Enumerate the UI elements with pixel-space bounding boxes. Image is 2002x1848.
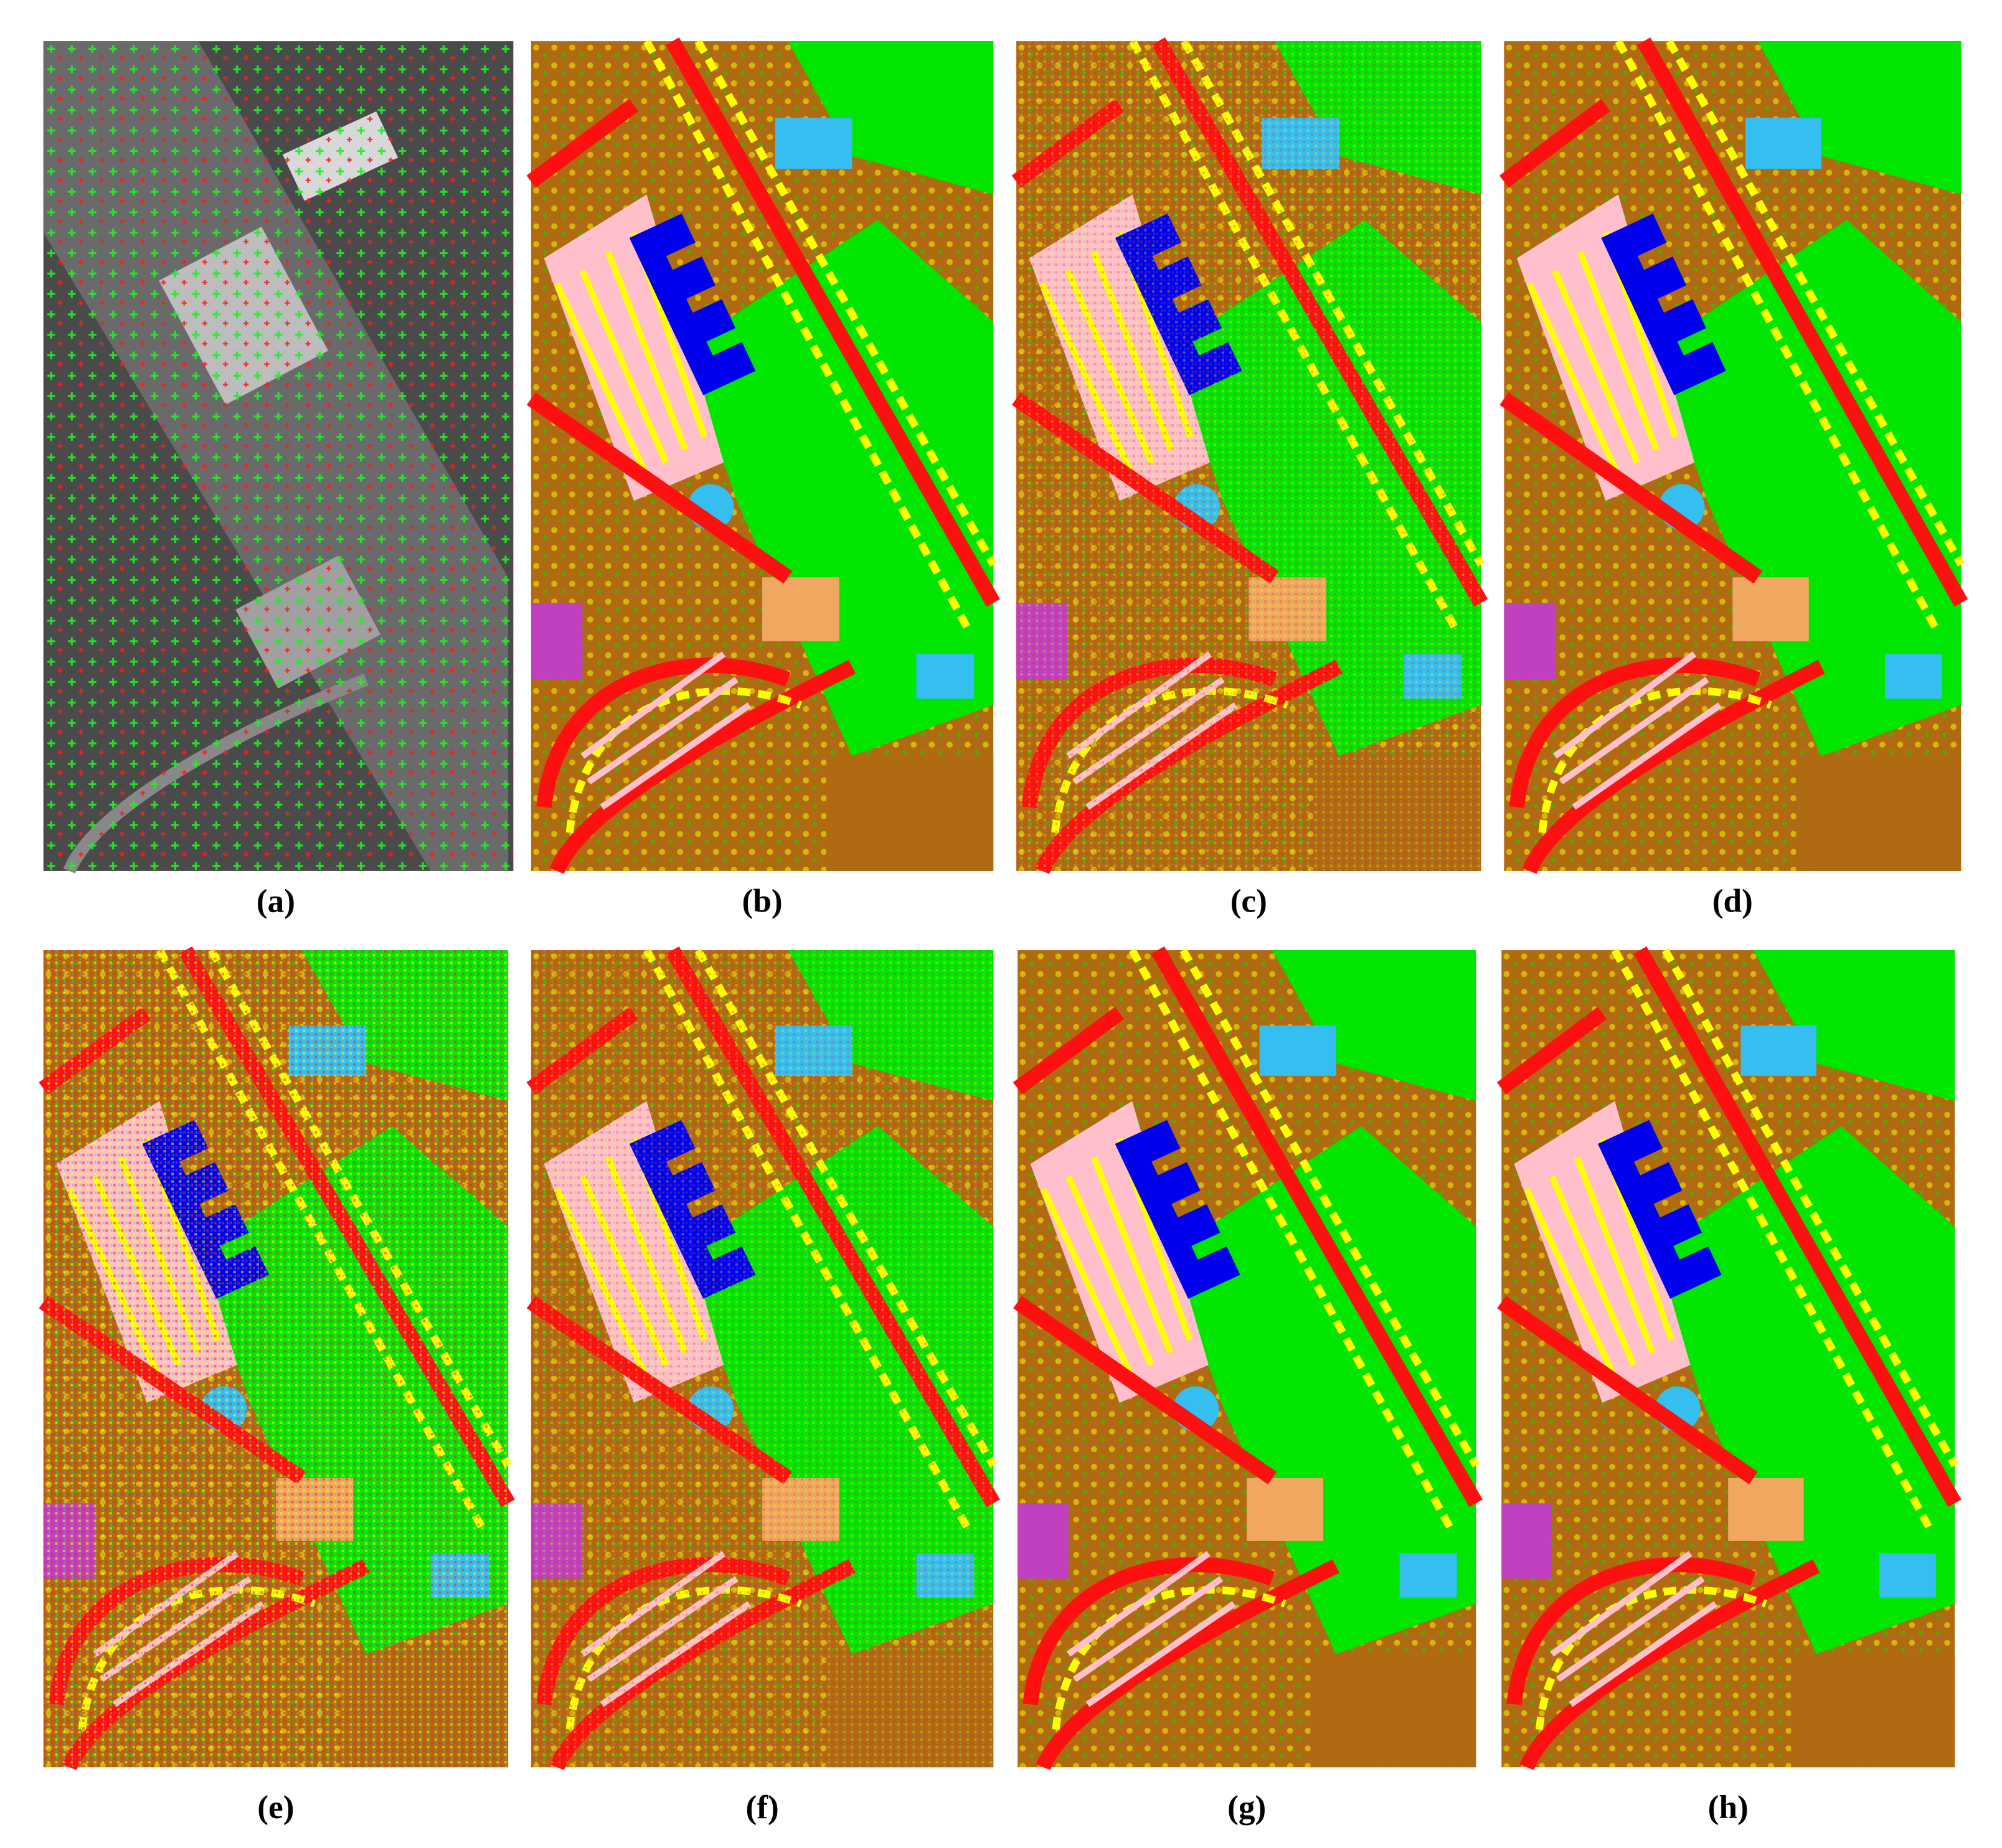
map-image	[531, 41, 993, 871]
map-panel	[44, 41, 514, 871]
map-image	[1504, 41, 1961, 871]
map-noise	[43, 950, 509, 1768]
panel-label: (a)	[257, 882, 295, 919]
map-panel	[44, 950, 508, 1767]
map-image	[1018, 950, 1476, 1767]
map-noise	[531, 950, 994, 1768]
map-noise	[1016, 41, 1481, 871]
panel-label: (e)	[257, 1789, 294, 1826]
panel-label: (d)	[1712, 882, 1753, 919]
map-image	[44, 41, 514, 871]
map-panel	[531, 41, 993, 871]
panel-label: (b)	[742, 882, 783, 919]
panel-label: (c)	[1230, 882, 1267, 919]
panel-label: (g)	[1227, 1789, 1266, 1826]
panel-label: (f)	[745, 1789, 778, 1826]
map-panel	[1504, 41, 1961, 871]
map-image	[1501, 950, 1955, 1767]
map-panel	[531, 950, 993, 1767]
panel-label: (h)	[1708, 1789, 1749, 1826]
map-panel	[1016, 41, 1481, 871]
map-panel	[1501, 950, 1955, 1767]
map-panel	[1018, 950, 1476, 1767]
